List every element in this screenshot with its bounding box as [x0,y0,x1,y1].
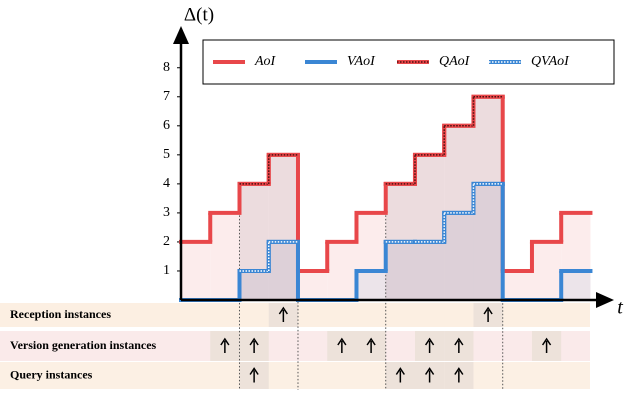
area [239,270,269,300]
y-tick-label: 6 [163,118,170,133]
instance-arrow [249,337,259,353]
instance-arrow [424,367,435,383]
area [210,212,240,300]
instance-arrow [395,367,405,383]
y-tick-label: 4 [163,176,170,191]
y-tick-label: 3 [163,205,170,220]
area [444,212,474,300]
area [181,241,211,300]
row-label: Version generation instances [10,338,157,352]
y-axis-arrow [173,26,189,44]
area [268,241,298,300]
instance-arrow [278,306,288,322]
instance-arrow [366,337,376,353]
area [356,270,386,300]
legend-label: AoI [254,54,277,69]
area [297,270,328,300]
y-tick-label: 7 [163,89,170,104]
x-axis-label: t [617,297,623,319]
instance-arrow [220,337,230,353]
area [414,241,445,300]
row-label: Reception instances [10,307,111,321]
y-tick-label: 5 [163,147,170,162]
row-background [0,331,590,361]
y-tick-label: 2 [163,234,170,249]
instance-arrow [483,306,493,322]
area [561,270,591,300]
legend-label: VAoI [347,54,376,69]
legend-label: QVAoI [531,54,570,69]
row-background [0,362,590,389]
x-axis-arrow [596,292,614,308]
instance-arrow [424,337,435,353]
y-axis-label: Δ(t) [184,4,214,25]
y-tick-label: 8 [163,60,170,75]
row-label: Query instances [10,367,93,381]
instance-arrow [337,337,347,353]
legend-label: QAoI [439,54,471,69]
area [531,241,562,300]
instance-arrow [454,367,464,383]
area [327,241,357,300]
instance-arrow [454,337,464,353]
instance-arrow [249,367,259,383]
area [473,183,503,300]
y-tick-label: 1 [163,263,170,278]
area [502,270,532,300]
area [385,241,415,300]
instance-arrow [541,337,552,353]
